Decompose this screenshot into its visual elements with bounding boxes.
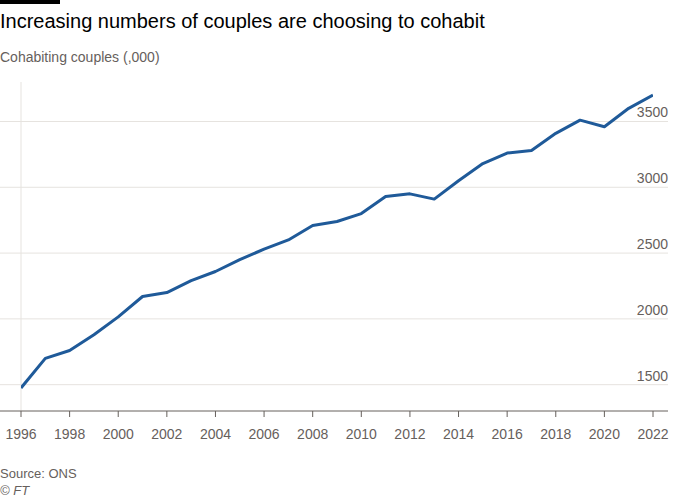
credit: © FT: [0, 483, 30, 498]
source: Source: ONS: [0, 466, 77, 481]
x-tick-label: 2014: [443, 426, 474, 442]
x-tick: [312, 411, 313, 417]
x-tick-label: 2018: [540, 426, 571, 442]
x-tick: [555, 411, 556, 417]
x-tick: [409, 411, 410, 417]
plot-area: [21, 95, 653, 388]
x-tick: [118, 411, 119, 417]
chart: Increasing numbers of couples are choosi…: [0, 0, 700, 500]
x-tick: [215, 411, 216, 417]
x-tick-label: 2016: [492, 426, 523, 442]
x-tick-label: 2004: [200, 426, 231, 442]
x-tick: [21, 411, 22, 417]
y-tick-label: 3500: [637, 104, 668, 120]
subtitle: Cohabiting couples (,000): [0, 49, 160, 65]
x-tick-label: 2000: [103, 426, 134, 442]
x-tick-label: 2022: [637, 426, 668, 442]
y-tick-label: 1500: [637, 368, 668, 384]
top-bar: [0, 0, 60, 4]
x-tick: [458, 411, 459, 417]
y-axis-line: [21, 82, 22, 411]
grid-line: [0, 384, 668, 385]
x-tick-label: 1998: [54, 426, 85, 442]
grid-line: [0, 318, 668, 319]
x-tick-label: 1996: [5, 426, 36, 442]
y-tick-label: 2000: [637, 302, 668, 318]
grid-line: [0, 121, 668, 122]
x-tick-label: 2020: [589, 426, 620, 442]
y-tick-label: 3000: [637, 170, 668, 186]
x-tick: [653, 411, 654, 417]
x-tick: [69, 411, 70, 417]
title: Increasing numbers of couples are choosi…: [0, 10, 485, 32]
x-tick: [264, 411, 265, 417]
data-line: [21, 95, 653, 388]
x-tick-label: 2008: [297, 426, 328, 442]
x-tick: [166, 411, 167, 417]
grid-line: [0, 253, 668, 254]
x-tick-label: 2010: [346, 426, 377, 442]
x-tick: [361, 411, 362, 417]
x-tick-label: 2012: [394, 426, 425, 442]
x-axis-line: [0, 411, 668, 412]
x-tick: [507, 411, 508, 417]
y-tick-label: 2500: [637, 236, 668, 252]
x-tick-label: 2006: [248, 426, 279, 442]
x-tick-label: 2002: [151, 426, 182, 442]
grid-line: [0, 187, 668, 188]
x-tick: [604, 411, 605, 417]
